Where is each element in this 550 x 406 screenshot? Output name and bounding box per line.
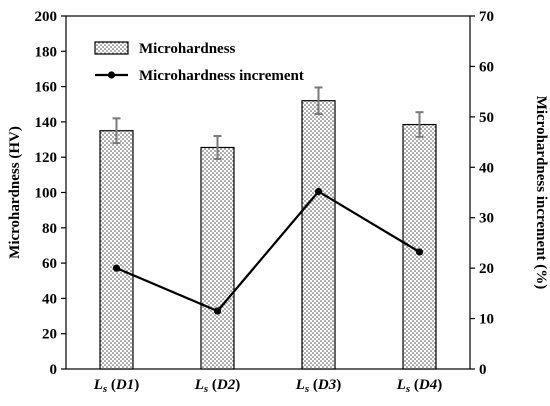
y-tick-label: 180 [35, 44, 58, 60]
line-series [112, 187, 424, 315]
y-tick-label: 140 [35, 115, 58, 131]
y2-tick-label: 50 [479, 110, 494, 126]
y-tick-label: 40 [42, 291, 57, 307]
increment-point [415, 248, 424, 256]
bar [200, 146, 235, 370]
bar [99, 130, 134, 370]
legend: Microhardness Microhardness increment [94, 41, 304, 84]
x-category-label: Ls (D2) [194, 377, 241, 395]
bar [301, 100, 336, 370]
bar [402, 123, 437, 370]
increment-line [116, 190, 421, 313]
legend-swatch-increment-marker [107, 71, 116, 79]
y-tick-label: 20 [42, 327, 57, 343]
legend-label-microhardness: Microhardness [139, 41, 236, 57]
y2-tick-label: 20 [479, 261, 494, 277]
y-tick-label: 80 [42, 221, 57, 237]
right-axis-ticks: 0 10 20 30 40 50 60 70 [470, 9, 494, 378]
y2-axis-title: Microhardness increment (%) [533, 96, 549, 290]
y-tick-label: 200 [35, 9, 58, 25]
y2-tick-label: 70 [479, 9, 494, 25]
left-axis-ticks: 0 20 40 60 80 100 120 140 160 180 200 [35, 9, 66, 378]
x-axis-categories: Ls (D1) Ls (D2) Ls (D3) Ls (D4) [93, 377, 443, 395]
x-category-label: Ls (D3) [295, 377, 342, 395]
y-tick-label: 60 [42, 256, 57, 272]
y-tick-label: 0 [50, 362, 58, 378]
increment-point [213, 307, 222, 315]
y-axis-title: Microhardness (HV) [7, 126, 23, 259]
y2-tick-label: 0 [479, 362, 487, 378]
increment-point [314, 187, 323, 196]
x-category-label: Ls (D4) [396, 377, 443, 395]
y-tick-label: 160 [35, 80, 58, 96]
x-category-label: Ls (D1) [93, 377, 140, 395]
bar-series [99, 100, 437, 370]
y2-tick-label: 10 [479, 312, 494, 328]
y-tick-label: 100 [35, 186, 58, 202]
y2-tick-label: 60 [479, 59, 494, 75]
increment-point [112, 264, 121, 272]
y2-tick-label: 30 [479, 211, 494, 227]
legend-swatch-microhardness [94, 41, 129, 55]
y2-tick-label: 40 [479, 160, 494, 176]
y-tick-label: 120 [35, 150, 58, 166]
error-bars [112, 86, 424, 160]
legend-label-microhardness-increment: Microhardness increment [139, 68, 304, 84]
